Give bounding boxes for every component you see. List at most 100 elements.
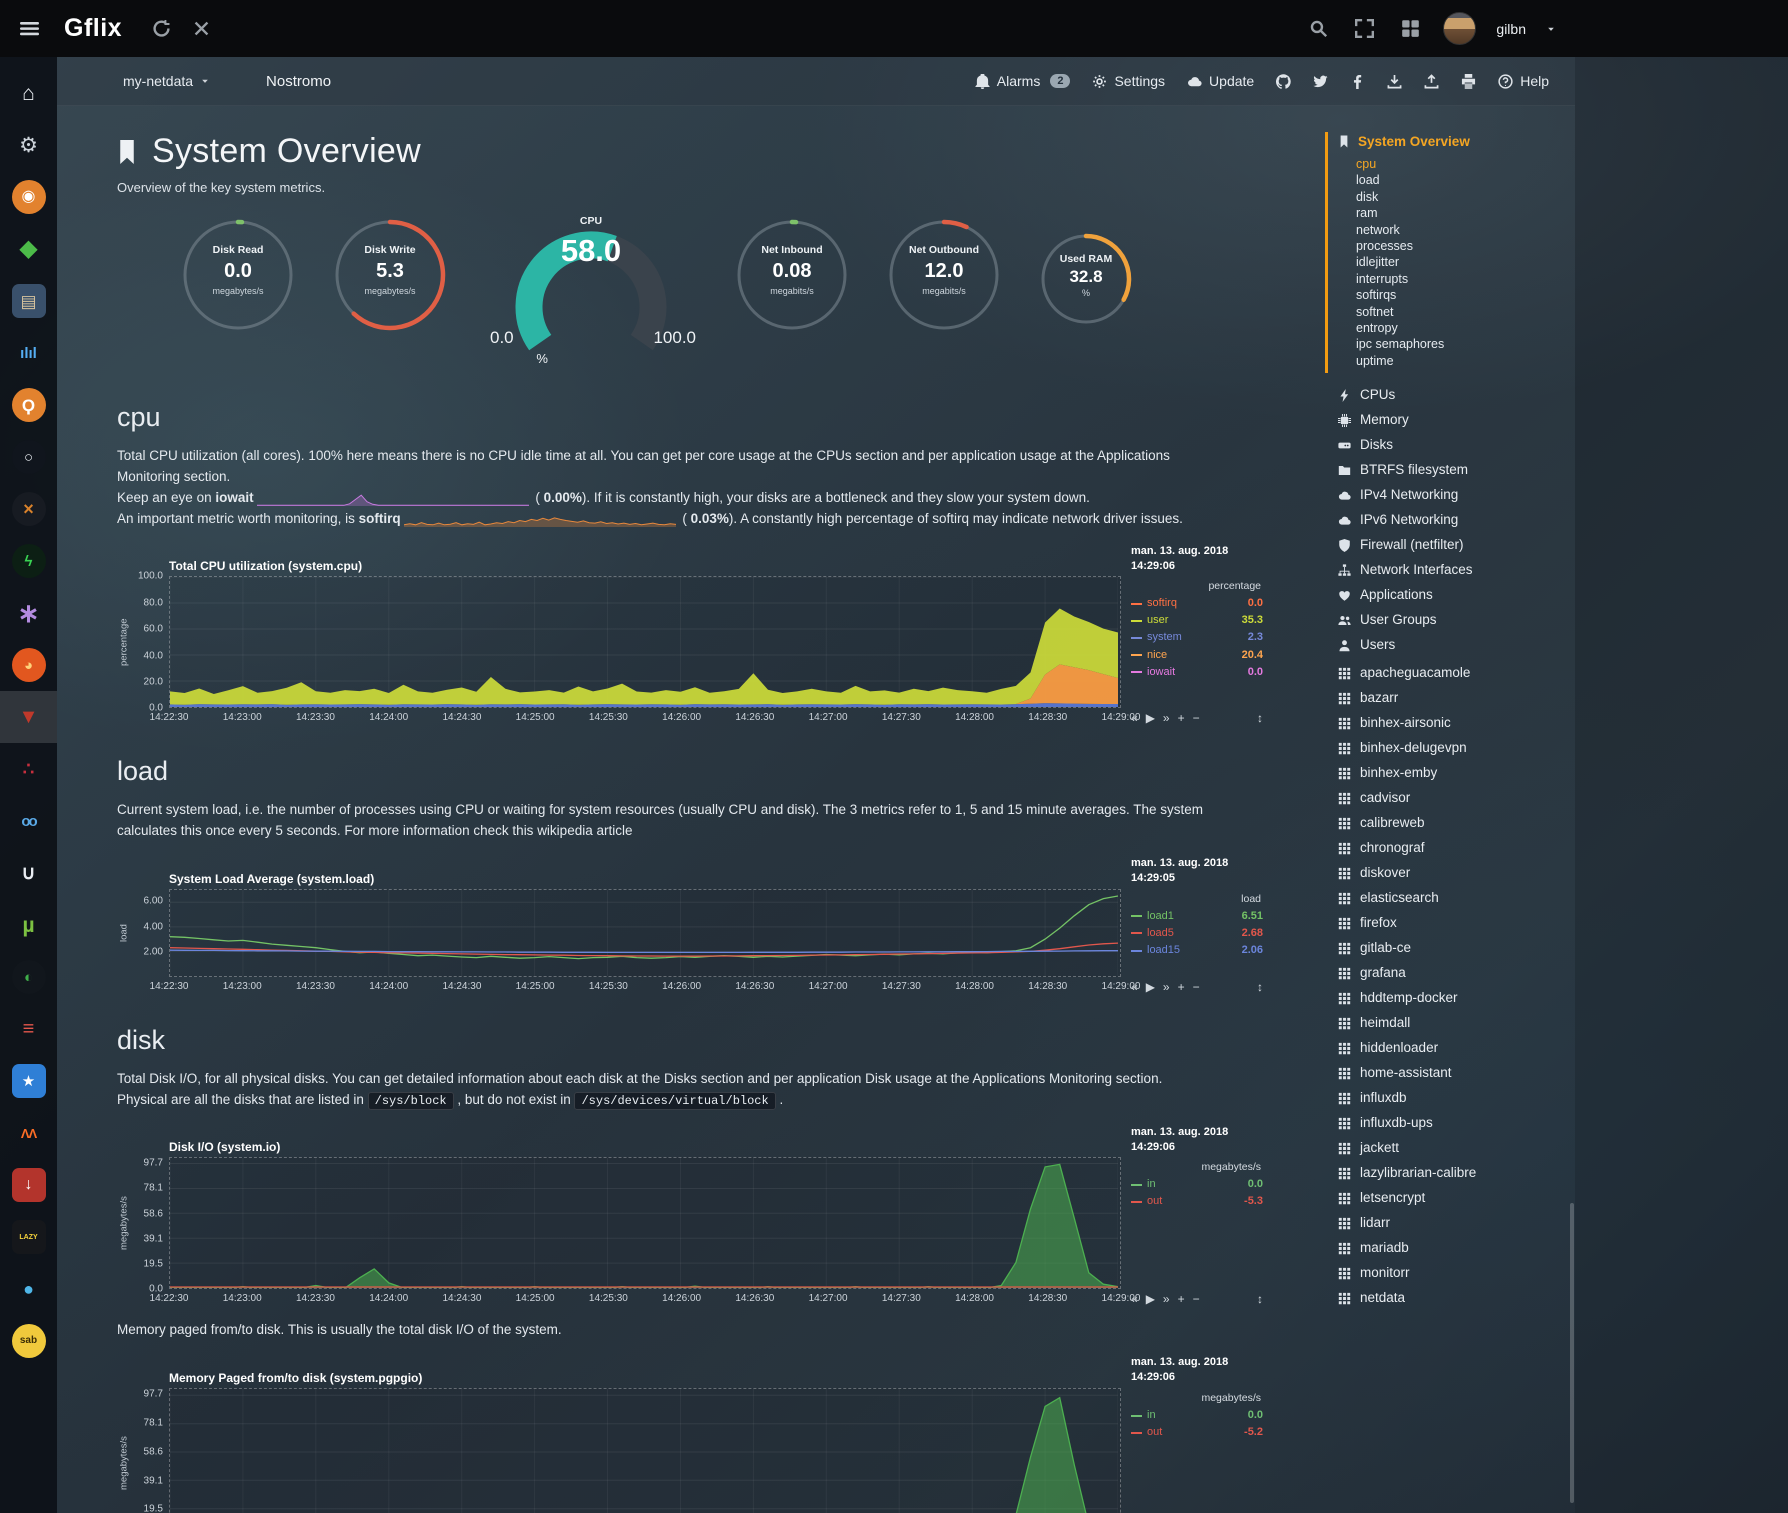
menu-subitem-entropy[interactable]: entropy (1356, 321, 1398, 336)
zoom-in-button[interactable]: + (1177, 979, 1185, 994)
app-tab-dark-green-ring[interactable]: ◐ (0, 951, 57, 1003)
twitter-link[interactable] (1313, 74, 1328, 89)
fullscreen-icon[interactable] (1351, 16, 1377, 42)
menu-item-network-interfaces[interactable]: Network Interfaces (1338, 562, 1575, 578)
menu-item-applications[interactable]: Applications (1338, 587, 1575, 603)
legend-row-nice[interactable]: nice 20.4 (1131, 647, 1263, 664)
app-tab-lazy-librarian[interactable]: LAZY (0, 1211, 57, 1263)
menu-item-influxdb-ups[interactable]: influxdb-ups (1338, 1115, 1575, 1131)
app-tab-fire-swirl[interactable]: ◕ (0, 639, 57, 691)
app-tab-red-green-bars[interactable]: ≡ (0, 1003, 57, 1055)
menu-item-binhex-emby[interactable]: binhex-emby (1338, 765, 1575, 781)
legend-row-in[interactable]: in 0.0 (1131, 1176, 1263, 1193)
menu-item-firefox[interactable]: firefox (1338, 915, 1575, 931)
refresh-tab-icon[interactable] (148, 16, 174, 42)
pan-forward-button[interactable]: » (1162, 711, 1170, 726)
menu-subitem-ram[interactable]: ram (1356, 206, 1378, 221)
gauge-used-ram[interactable]: Used RAM 32.8% (1040, 233, 1132, 330)
gauge-disk-read[interactable]: Disk Read 0.0 megabytes/s (182, 219, 294, 336)
menu-subitem-uptime[interactable]: uptime (1356, 353, 1394, 368)
pan-forward-button[interactable]: » (1162, 979, 1170, 994)
hamburger-menu-icon[interactable] (16, 16, 42, 42)
app-tab-red-berry[interactable]: ∴ (0, 743, 57, 795)
resize-handle-icon[interactable]: ↕ (1257, 979, 1263, 994)
menu-item-system-overview[interactable]: System Overview (1338, 134, 1575, 149)
pan-backward-button[interactable]: « (1131, 1292, 1138, 1307)
menu-item-chronograf[interactable]: chronograf (1338, 840, 1575, 856)
menu-item-firewall-netfilter-[interactable]: Firewall (netfilter) (1338, 537, 1575, 553)
menu-item-apacheguacamole[interactable]: apacheguacamole (1338, 665, 1575, 681)
app-tab-gitlab-fox[interactable]: ΛΛ (0, 1107, 57, 1159)
menu-subitem-disk[interactable]: disk (1356, 189, 1379, 204)
chart-plot-area[interactable] (169, 1157, 1121, 1290)
help-button[interactable]: Help (1498, 73, 1549, 89)
play-button[interactable]: ▶ (1145, 979, 1155, 994)
zoom-in-button[interactable]: + (1177, 711, 1185, 726)
gauge-disk-write[interactable]: Disk Write 5.3 megabytes/s (334, 219, 446, 336)
menu-item-hiddenloader[interactable]: hiddenloader (1338, 1040, 1575, 1056)
app-tab-green-diamond[interactable]: ◆ (0, 223, 57, 275)
facebook-link[interactable] (1350, 74, 1365, 89)
menu-item-gitlab-ce[interactable]: gitlab-ce (1338, 940, 1575, 956)
app-tab-green-mu[interactable]: µ (0, 899, 57, 951)
menu-item-hddtemp-docker[interactable]: hddtemp-docker (1338, 990, 1575, 1006)
app-tab-horseshoe-u[interactable]: ∪ (0, 847, 57, 899)
app-tab-red-download[interactable]: ↓ (0, 1159, 57, 1211)
pan-backward-button[interactable]: « (1131, 979, 1138, 994)
legend-row-user[interactable]: user 35.3 (1131, 612, 1263, 629)
app-tab-purple-spark[interactable]: ∗ (0, 587, 57, 639)
app-tab-orange-ring[interactable]: ◉ (0, 171, 57, 223)
menu-item-ipv4-networking[interactable]: IPv4 Networking (1338, 487, 1575, 503)
app-tab-search-orange[interactable]: Ϙ (0, 379, 57, 431)
play-button[interactable]: ▶ (1145, 711, 1155, 726)
menu-subitem-interrupts[interactable]: interrupts (1356, 271, 1409, 286)
resize-handle-icon[interactable]: ↕ (1257, 711, 1263, 726)
app-tab-settings[interactable]: ⚙ (0, 119, 57, 171)
legend-row-load15[interactable]: load15 2.06 (1131, 942, 1263, 959)
menu-item-cadvisor[interactable]: cadvisor (1338, 790, 1575, 806)
app-tab-blue-star[interactable]: ★ (0, 1055, 57, 1107)
menu-item-netdata[interactable]: netdata (1338, 1290, 1575, 1306)
menu-item-letsencrypt[interactable]: letsencrypt (1338, 1190, 1575, 1206)
menu-item-monitorr[interactable]: monitorr (1338, 1265, 1575, 1281)
menu-item-binhex-airsonic[interactable]: binhex-airsonic (1338, 715, 1575, 731)
menu-item-user-groups[interactable]: User Groups (1338, 612, 1575, 628)
app-tab-cloud-circles[interactable]: oo (0, 795, 57, 847)
menu-item-mariadb[interactable]: mariadb (1338, 1240, 1575, 1256)
menu-item-influxdb[interactable]: influxdb (1338, 1090, 1575, 1106)
menu-item-bazarr[interactable]: bazarr (1338, 690, 1575, 706)
close-tab-icon[interactable] (188, 16, 214, 42)
play-button[interactable]: ▶ (1145, 1292, 1155, 1307)
app-tab-home[interactable]: ⌂ (0, 67, 57, 119)
settings-button[interactable]: Settings (1092, 73, 1165, 89)
update-button[interactable]: Update (1187, 73, 1254, 89)
menu-item-diskover[interactable]: diskover (1338, 865, 1575, 881)
menu-subitem-processes[interactable]: processes (1356, 239, 1413, 254)
pan-forward-button[interactable]: » (1162, 1292, 1170, 1307)
legend-row-load5[interactable]: load5 2.68 (1131, 925, 1263, 942)
print-button[interactable] (1461, 73, 1476, 89)
server-dropdown[interactable]: my-netdata (123, 73, 210, 89)
legend-row-iowait[interactable]: iowait 0.0 (1131, 664, 1263, 681)
menu-subitem-network[interactable]: network (1356, 222, 1400, 237)
username[interactable]: gilbn (1496, 20, 1526, 37)
resize-handle-icon[interactable]: ↕ (1257, 1292, 1263, 1307)
zoom-out-button[interactable]: − (1192, 979, 1200, 994)
gauge-cpu[interactable]: CPU 58.0 0.0 100.0% (490, 215, 696, 366)
search-icon[interactable] (1305, 16, 1331, 42)
menu-subitem-idlejitter[interactable]: idlejitter (1356, 255, 1400, 270)
pan-backward-button[interactable]: « (1131, 711, 1138, 726)
menu-subitem-load[interactable]: load (1356, 173, 1380, 188)
menu-item-btrfs-filesystem[interactable]: BTRFS filesystem (1338, 462, 1575, 478)
app-tab-green-bolt[interactable]: ϟ (0, 535, 57, 587)
menu-item-heimdall[interactable]: heimdall (1338, 1015, 1575, 1031)
menu-subitem-softnet[interactable]: softnet (1356, 304, 1394, 319)
zoom-out-button[interactable]: − (1192, 1292, 1200, 1307)
zoom-out-button[interactable]: − (1192, 711, 1200, 726)
legend-row-out[interactable]: out -5.2 (1131, 1424, 1263, 1441)
app-tab-container-stack[interactable]: ▤ (0, 275, 57, 327)
gauge-net-outbound[interactable]: Net Outbound 12.0 megabits/s (888, 219, 1000, 336)
menu-item-calibreweb[interactable]: calibreweb (1338, 815, 1575, 831)
menu-item-ipv6-networking[interactable]: IPv6 Networking (1338, 512, 1575, 528)
menu-item-binhex-delugevpn[interactable]: binhex-delugevpn (1338, 740, 1575, 756)
